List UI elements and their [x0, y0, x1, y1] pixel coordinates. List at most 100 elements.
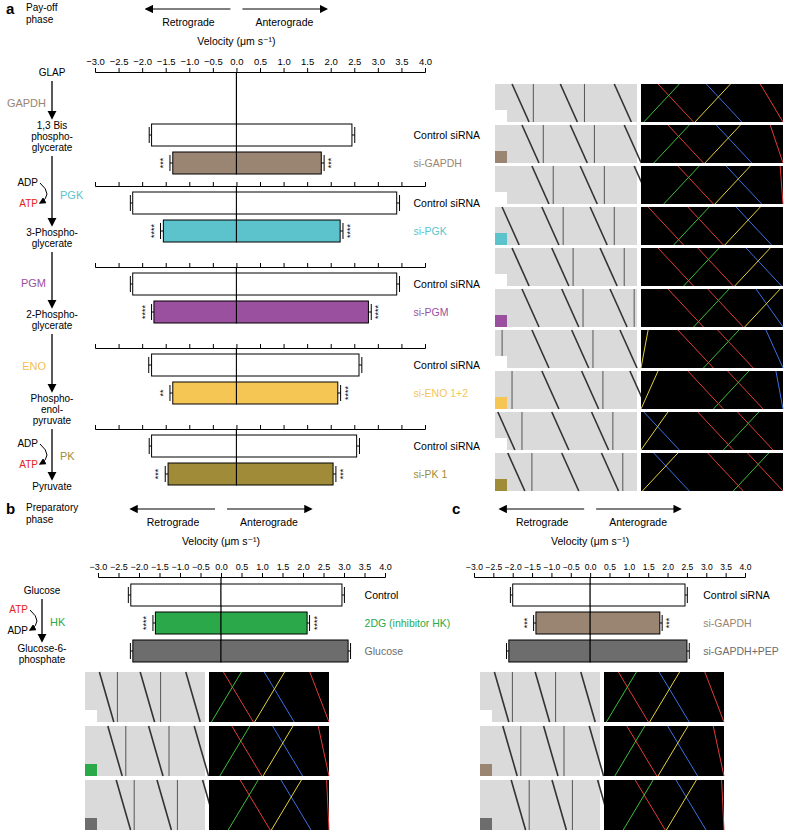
kymograph-trace: [641, 248, 783, 286]
kymograph-trace-line: [273, 726, 303, 776]
error-bar: [687, 643, 689, 659]
tick: −3.0: [86, 56, 105, 72]
reaction-arrow: [51, 334, 52, 391]
kymograph-track: [552, 248, 569, 286]
tick-mark: [401, 182, 402, 186]
tick-mark: [260, 344, 261, 348]
significance: ****: [149, 224, 159, 239]
kymograph-trace-line: [716, 125, 752, 163]
kymograph-track: [160, 672, 161, 722]
tick-mark: [213, 182, 214, 186]
tick-label: −1.5: [151, 562, 169, 572]
kymograph-trace-line: [745, 289, 781, 327]
enzyme: ENO: [22, 360, 46, 372]
tick-mark: [378, 182, 379, 186]
bar: [236, 220, 340, 242]
tick-label: −2.0: [133, 56, 152, 67]
tick: [378, 344, 379, 348]
tick: [236, 425, 237, 429]
tick: −1.5: [157, 56, 176, 72]
kymograph: [495, 289, 637, 327]
tick-mark: [425, 68, 426, 72]
kymograph: [495, 412, 637, 450]
axis-line: [96, 182, 426, 187]
bar: [155, 612, 221, 634]
kymograph-trace-line: [726, 166, 762, 204]
kymograph-track: [624, 248, 625, 286]
kymograph-track: [552, 780, 566, 830]
kymograph-track: [532, 166, 549, 204]
tick-mark: [142, 182, 143, 186]
kymograph-trace-line: [705, 672, 724, 722]
tick-mark: [610, 573, 611, 577]
kymograph-trace: [604, 780, 724, 830]
kymograph-track: [620, 330, 637, 368]
kymograph-trace-line: [735, 248, 771, 286]
tick-label: 3.0: [372, 56, 385, 67]
error-bar: [357, 438, 360, 454]
kymograph-trace: [209, 726, 329, 776]
tick: 0.5: [254, 56, 267, 72]
kymograph-trace-bg: [641, 330, 783, 368]
tick-mark: [425, 263, 426, 267]
significance: ****: [345, 224, 355, 239]
subtitle: Preparatory: [26, 502, 78, 513]
tick-mark: [221, 573, 222, 577]
bars: [149, 124, 355, 174]
error-bar: [333, 466, 336, 482]
significance: ***: [338, 468, 348, 479]
cofactor: ATP: [19, 198, 38, 209]
kymograph-trace-line: [766, 330, 783, 368]
tick: 0.0: [585, 562, 597, 577]
kymograph-trace-bg: [604, 780, 724, 830]
kymograph-trace-line: [264, 672, 294, 722]
tick-mark: [745, 573, 746, 577]
tick-mark: [331, 263, 332, 267]
kymograph-trace-line: [722, 780, 724, 830]
tick: [142, 425, 143, 429]
kymograph-track: [108, 726, 122, 776]
kymograph-trace-line: [698, 412, 734, 450]
tick: [189, 263, 190, 267]
tick: [284, 344, 285, 348]
kymograph-trace-line: [678, 166, 714, 204]
metabolite: 1,3 Bis: [37, 120, 68, 131]
tick-label: 0.5: [604, 562, 616, 572]
direction-label: Retrograde: [162, 16, 215, 28]
bar: [590, 640, 687, 662]
tick-mark: [180, 573, 181, 577]
tick-mark: [142, 68, 143, 72]
kymograph-trace-line: [606, 672, 636, 722]
tick-mark: [95, 344, 96, 348]
tick-label: 0.5: [236, 562, 249, 572]
tick-mark: [95, 263, 96, 267]
kymograph-track: [602, 453, 619, 491]
kymograph-trace-line: [713, 371, 749, 409]
kymograph-trace-line: [664, 166, 700, 204]
bar: [509, 640, 590, 662]
bar: [154, 301, 237, 323]
tick: [331, 425, 332, 429]
significance: ****: [343, 386, 353, 401]
kymograph-trace-line: [641, 330, 648, 368]
tick: [189, 344, 190, 348]
tick: [354, 263, 355, 267]
kymograph-image: [495, 207, 637, 245]
cofactor-arrow: [40, 444, 47, 464]
kymograph: [85, 726, 209, 776]
kymograph-swatch: [495, 110, 507, 122]
axis-line: [96, 425, 426, 430]
bar: [221, 640, 348, 662]
direction-arrow: [227, 508, 311, 509]
kymograph-track: [553, 166, 554, 204]
kymograph-swatch: [495, 274, 507, 286]
kymograph-track: [583, 289, 584, 327]
tick-mark: [378, 68, 379, 72]
error-bar: [153, 615, 155, 631]
bar: [236, 435, 356, 457]
tick-label: −2.5: [110, 562, 128, 572]
tick-label: 4.0: [379, 562, 392, 572]
kymograph-image: [495, 453, 637, 491]
kymograph-track: [594, 125, 595, 163]
significance: ****: [141, 616, 151, 631]
